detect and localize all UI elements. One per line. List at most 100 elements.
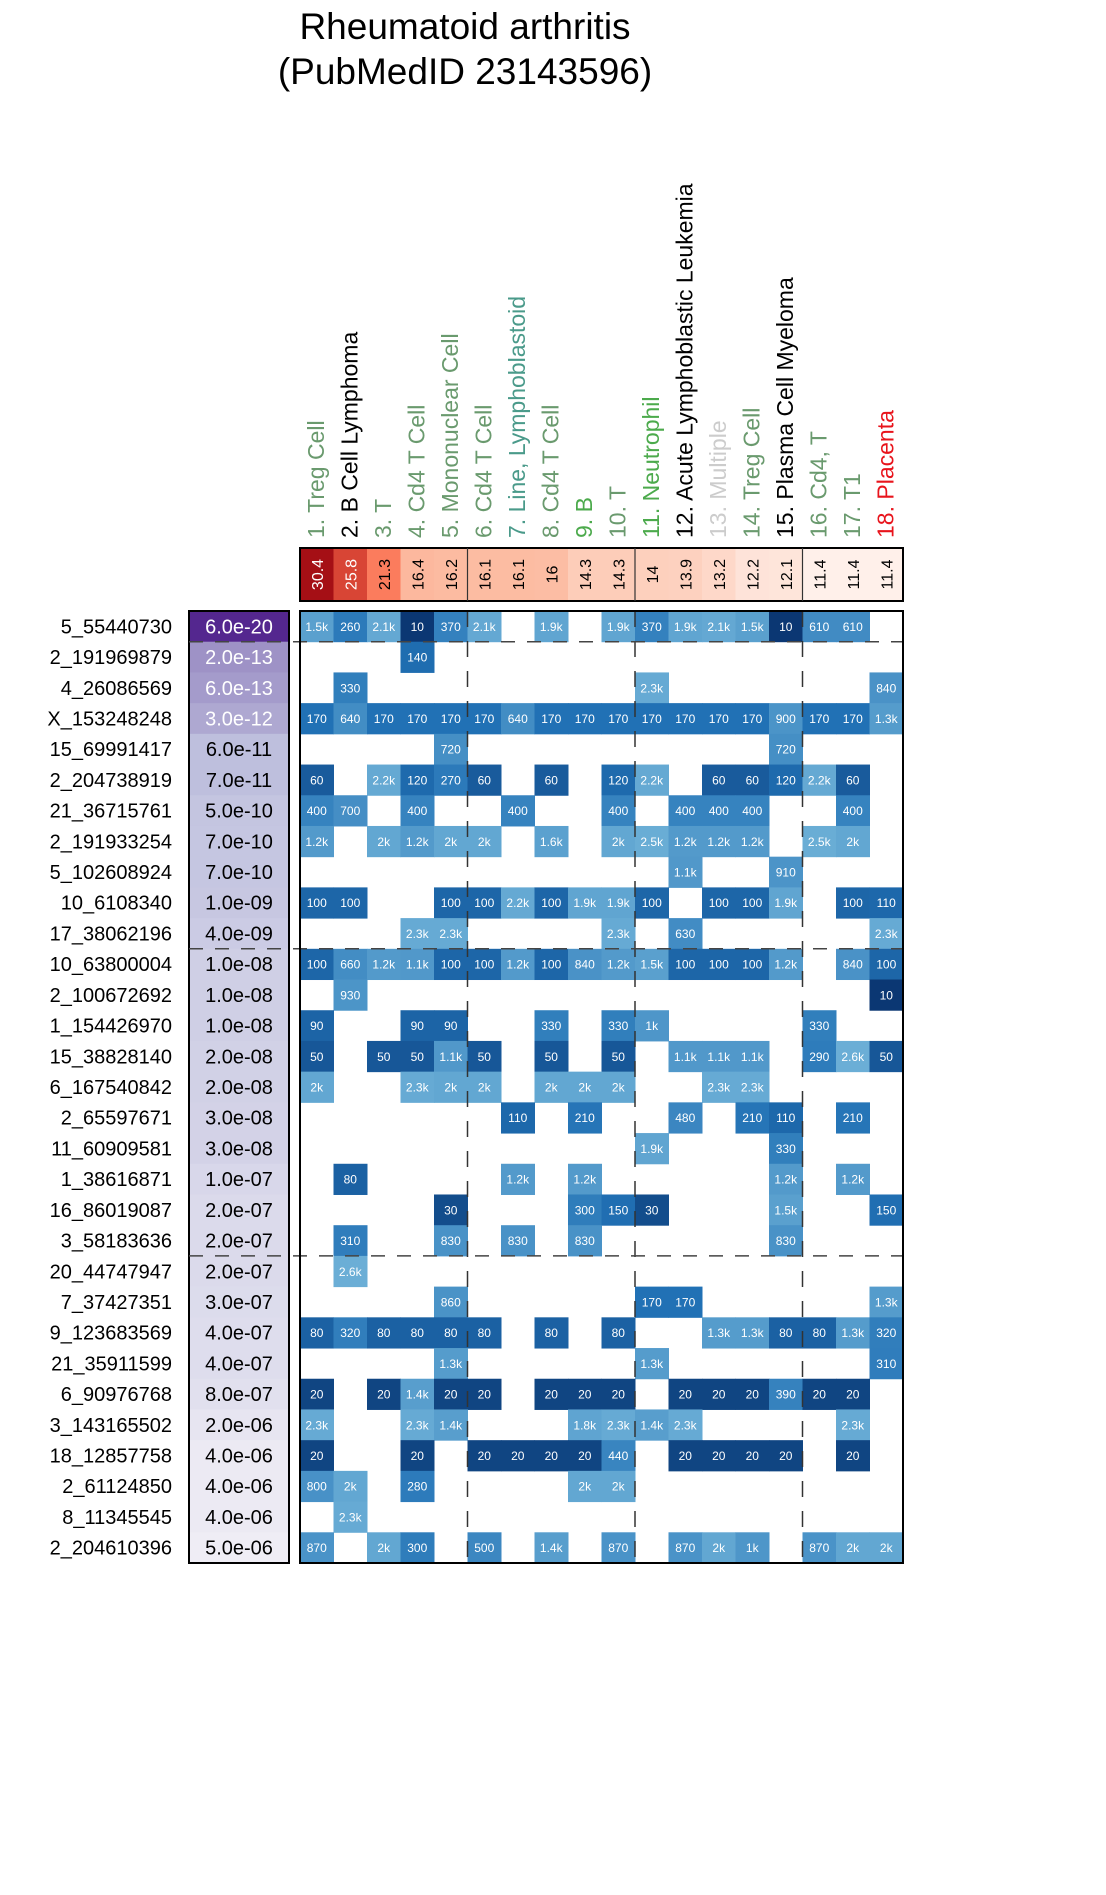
heatmap-cell bbox=[534, 611, 569, 643]
score-label: 13.9 bbox=[678, 559, 695, 590]
cell-label: 1.9k bbox=[607, 620, 631, 634]
cell-label: 170 bbox=[709, 712, 729, 726]
cell-label: 1.5k bbox=[640, 958, 664, 972]
score-cell bbox=[635, 548, 669, 601]
heatmap-cell bbox=[769, 856, 803, 888]
row-label: 6_167540842 bbox=[50, 1077, 172, 1099]
cell-label: 400 bbox=[508, 804, 528, 818]
column-label: 9. B bbox=[571, 497, 597, 538]
pvalue-cell bbox=[189, 1040, 289, 1073]
heatmap-cell bbox=[501, 795, 535, 827]
heatmap-cell bbox=[434, 1317, 468, 1349]
cell-label: 720 bbox=[776, 743, 796, 757]
row-label: 2_100672692 bbox=[50, 985, 172, 1007]
cell-label: 1.2k bbox=[506, 1173, 530, 1187]
cell-label: 1.9k bbox=[774, 896, 798, 910]
cell-label: 50 bbox=[411, 1050, 425, 1064]
cell-label: 870 bbox=[675, 1541, 695, 1555]
heatmap-cell bbox=[668, 1378, 703, 1410]
cell-label: 2k bbox=[612, 1081, 626, 1095]
cell-label: 80 bbox=[310, 1326, 324, 1340]
cell-label: 2.3k bbox=[875, 927, 899, 941]
heatmap-cell bbox=[601, 1440, 636, 1472]
pvalue-label: 4.0e-06 bbox=[205, 1476, 273, 1498]
score-cell bbox=[434, 548, 468, 601]
pvalue-label: 4.0e-09 bbox=[205, 923, 273, 945]
pvalue-label: 5.0e-06 bbox=[205, 1538, 273, 1560]
cell-label: 320 bbox=[876, 1326, 896, 1340]
cell-label: 210 bbox=[742, 1111, 762, 1125]
cell-label: 1.2k bbox=[841, 1173, 865, 1187]
row-label: 1_38616871 bbox=[61, 1169, 172, 1191]
pvalue-cell bbox=[189, 1102, 289, 1134]
cell-label: 170 bbox=[642, 1295, 662, 1309]
heatmap-cell bbox=[635, 825, 669, 858]
cell-label: 50 bbox=[478, 1050, 492, 1064]
cell-label: 60 bbox=[712, 773, 726, 787]
cell-label: 390 bbox=[776, 1388, 796, 1402]
cell-label: 2k bbox=[545, 1081, 559, 1095]
heatmap-cell bbox=[534, 948, 569, 981]
heatmap-cell bbox=[333, 1163, 368, 1195]
column-label: 6. Cd4 T Cell bbox=[470, 405, 496, 538]
heatmap-cell bbox=[568, 1163, 602, 1195]
heatmap-cell bbox=[534, 887, 569, 919]
cell-label: 1.3k bbox=[741, 1326, 765, 1340]
heatmap-cell bbox=[635, 1133, 669, 1165]
heatmap-cell bbox=[568, 1440, 602, 1472]
heatmap-cell bbox=[601, 1040, 636, 1073]
score-cell bbox=[869, 548, 904, 601]
cell-label: 1k bbox=[746, 1541, 760, 1555]
cell-label: 630 bbox=[675, 927, 695, 941]
cell-label: 20 bbox=[679, 1449, 693, 1463]
score-label: 25.8 bbox=[343, 559, 360, 590]
score-cell bbox=[668, 548, 703, 601]
heatmap-cell bbox=[702, 1532, 736, 1564]
cell-label: 860 bbox=[441, 1295, 461, 1309]
cell-label: 280 bbox=[407, 1480, 427, 1494]
cell-label: 1.3k bbox=[875, 1295, 899, 1309]
cell-label: 330 bbox=[608, 1019, 628, 1033]
heatmap-cell bbox=[635, 703, 669, 735]
heatmap-cell bbox=[836, 764, 870, 796]
cell-label: 50 bbox=[377, 1050, 391, 1064]
cell-label: 100 bbox=[340, 896, 360, 910]
cell-label: 60 bbox=[545, 773, 559, 787]
heatmap-cell bbox=[869, 1286, 904, 1318]
heatmap-cell bbox=[869, 1317, 904, 1349]
heatmap-cell bbox=[702, 887, 736, 919]
heatmap-cell bbox=[802, 1378, 837, 1410]
row-label: 10_63800004 bbox=[50, 954, 172, 976]
pvalue-cell bbox=[189, 887, 289, 919]
heatmap-cell bbox=[668, 795, 703, 827]
heatmap-cell bbox=[568, 948, 602, 981]
cell-label: 150 bbox=[876, 1203, 896, 1217]
pvalue-label: 2.0e-07 bbox=[205, 1261, 273, 1283]
heatmap-cell bbox=[601, 948, 636, 981]
heatmap-cell bbox=[467, 1071, 502, 1103]
cell-label: 910 bbox=[776, 866, 796, 880]
score-label: 11.4 bbox=[846, 559, 863, 589]
heatmap-cell bbox=[735, 611, 770, 643]
heatmap-cell bbox=[735, 764, 770, 796]
chart-title: Rheumatoid arthritis bbox=[299, 6, 631, 47]
cell-label: 2.6k bbox=[841, 1050, 865, 1064]
pvalue-label: 3.0e-08 bbox=[205, 1108, 273, 1130]
cell-label: 320 bbox=[340, 1326, 360, 1340]
score-label: 30.4 bbox=[310, 559, 327, 590]
cell-label: 100 bbox=[441, 896, 461, 910]
heatmap-cell bbox=[869, 1194, 904, 1226]
cell-label: 60 bbox=[746, 773, 760, 787]
heatmap-cell bbox=[300, 1440, 334, 1472]
cell-label: 830 bbox=[575, 1234, 595, 1248]
heatmap-cell bbox=[434, 764, 468, 796]
pvalue-cell bbox=[189, 641, 289, 673]
score-cell bbox=[333, 548, 368, 601]
score-cell bbox=[702, 548, 736, 601]
cell-label: 20 bbox=[578, 1388, 592, 1402]
heatmap-cell bbox=[501, 1225, 535, 1257]
heatmap-cell bbox=[568, 1071, 602, 1103]
cell-label: 80 bbox=[478, 1326, 492, 1340]
cell-label: 20 bbox=[712, 1449, 726, 1463]
heatmap-cell bbox=[333, 795, 368, 827]
